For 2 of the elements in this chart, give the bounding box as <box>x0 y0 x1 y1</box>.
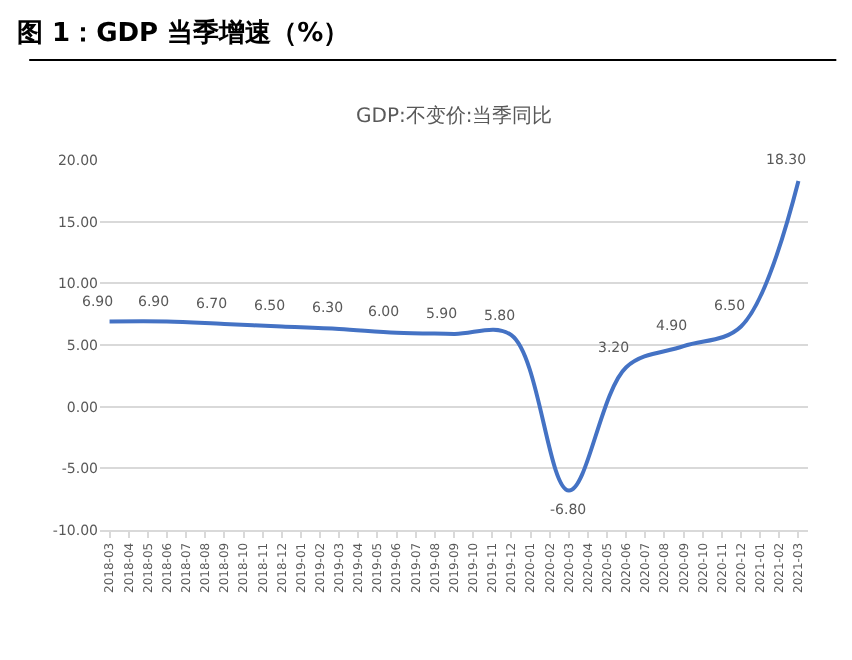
chart-title: 图 1：GDP 当季增速（%） <box>17 17 350 50</box>
chart-subtitle: GDP:不变价:当季同比 <box>356 104 553 128</box>
